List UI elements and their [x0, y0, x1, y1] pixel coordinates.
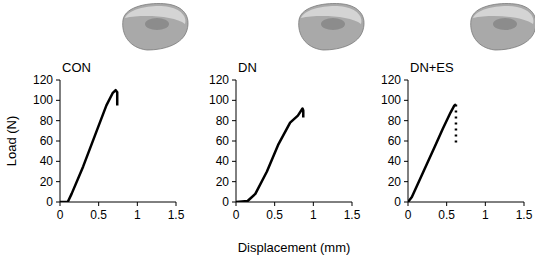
x-axis-label: Displacement (mm): [238, 240, 351, 255]
y-tick: [56, 120, 60, 121]
x-tick-label: 0.5: [438, 208, 455, 222]
x-tick-label: 0.5: [90, 208, 107, 222]
y-tick: [232, 181, 236, 182]
panel-title: DN+ES: [410, 60, 454, 75]
y-tick-label: 120: [381, 73, 401, 87]
x-tick: [137, 202, 138, 206]
bone-canal: [493, 18, 517, 30]
x-tick: [60, 202, 61, 206]
bone-render: [299, 4, 364, 50]
x-tick: [236, 202, 237, 206]
y-tick-label: 40: [216, 154, 230, 168]
plot-area: [60, 90, 117, 202]
y-tick-label: 100: [209, 93, 229, 107]
y-tick-label: 100: [33, 93, 53, 107]
x-axis-line: [236, 202, 352, 203]
panel-title: DN: [238, 60, 257, 75]
bone-render: [471, 4, 535, 50]
y-tick: [404, 120, 408, 121]
y-tick: [232, 161, 236, 162]
y-tick-label: 40: [40, 154, 54, 168]
y-tick: [232, 202, 236, 203]
panel: 0 20 40 60 80 100 120 0 0.5 1 1.5 DN Displacement (m…: [209, 4, 364, 255]
y-tick: [56, 202, 60, 203]
y-tick: [56, 181, 60, 182]
bone-render: [123, 4, 188, 50]
y-tick-label: 0: [222, 195, 229, 209]
x-tick-label: 1.5: [168, 208, 185, 222]
y-tick-label: 40: [388, 154, 402, 168]
y-tick: [404, 141, 408, 142]
x-axis-line: [60, 202, 176, 203]
x-tick: [176, 202, 177, 206]
y-tick: [232, 80, 236, 81]
x-tick-label: 1.5: [516, 208, 533, 222]
y-axis-label: Load (N): [4, 116, 19, 167]
x-tick: [98, 202, 99, 206]
y-tick: [56, 100, 60, 101]
y-tick: [56, 161, 60, 162]
y-tick: [404, 161, 408, 162]
y-tick-label: 0: [394, 195, 401, 209]
figure: 02040608010012000.511.5CONLoad (N)020406…: [0, 0, 535, 264]
y-tick: [56, 80, 60, 81]
panel-title: CON: [62, 60, 91, 75]
x-tick: [313, 202, 314, 206]
y-tick: [232, 100, 236, 101]
x-tick-label: 1: [134, 208, 141, 222]
y-tick-label: 80: [40, 114, 54, 128]
x-axis-line: [408, 202, 524, 203]
x-tick-label: 1: [310, 208, 317, 222]
x-tick-label: 0: [57, 208, 64, 222]
panel: 0 20 40 60 80 100 120 0 0.5 1 1.5 DN+ES: [381, 4, 535, 222]
load-curve: [236, 108, 303, 202]
x-tick: [274, 202, 275, 206]
y-tick-label: 0: [46, 195, 53, 209]
y-tick-label: 80: [388, 114, 402, 128]
x-tick-label: 0: [405, 208, 412, 222]
load-curve: [455, 104, 458, 146]
panel: 0 20 40 60 80 100 120 0 0.5 1 1.5 CON Load (N): [4, 4, 188, 222]
y-tick-label: 60: [388, 134, 402, 148]
x-tick: [485, 202, 486, 206]
y-tick: [232, 120, 236, 121]
y-tick: [232, 141, 236, 142]
y-tick: [56, 141, 60, 142]
x-tick: [446, 202, 447, 206]
x-tick-label: 0: [233, 208, 240, 222]
y-tick-label: 20: [388, 175, 402, 189]
y-tick-label: 60: [216, 134, 230, 148]
y-tick: [404, 202, 408, 203]
load-curve: [408, 104, 456, 202]
y-tick: [404, 181, 408, 182]
y-tick: [404, 100, 408, 101]
y-tick: [404, 80, 408, 81]
y-tick-label: 20: [216, 175, 230, 189]
load-curve: [60, 90, 117, 202]
y-tick-label: 120: [33, 73, 53, 87]
x-tick-label: 1.5: [344, 208, 361, 222]
bone-canal: [145, 18, 169, 30]
bone-canal: [321, 18, 345, 30]
x-tick: [352, 202, 353, 206]
x-tick: [408, 202, 409, 206]
plot-area: [236, 108, 303, 202]
x-tick-label: 1: [482, 208, 489, 222]
y-tick-label: 120: [209, 73, 229, 87]
y-tick-label: 80: [216, 114, 230, 128]
plot-area: [408, 104, 456, 202]
y-tick-label: 100: [381, 93, 401, 107]
x-tick-label: 0.5: [266, 208, 283, 222]
y-tick-label: 60: [40, 134, 54, 148]
x-tick: [524, 202, 525, 206]
y-tick-label: 20: [40, 175, 54, 189]
